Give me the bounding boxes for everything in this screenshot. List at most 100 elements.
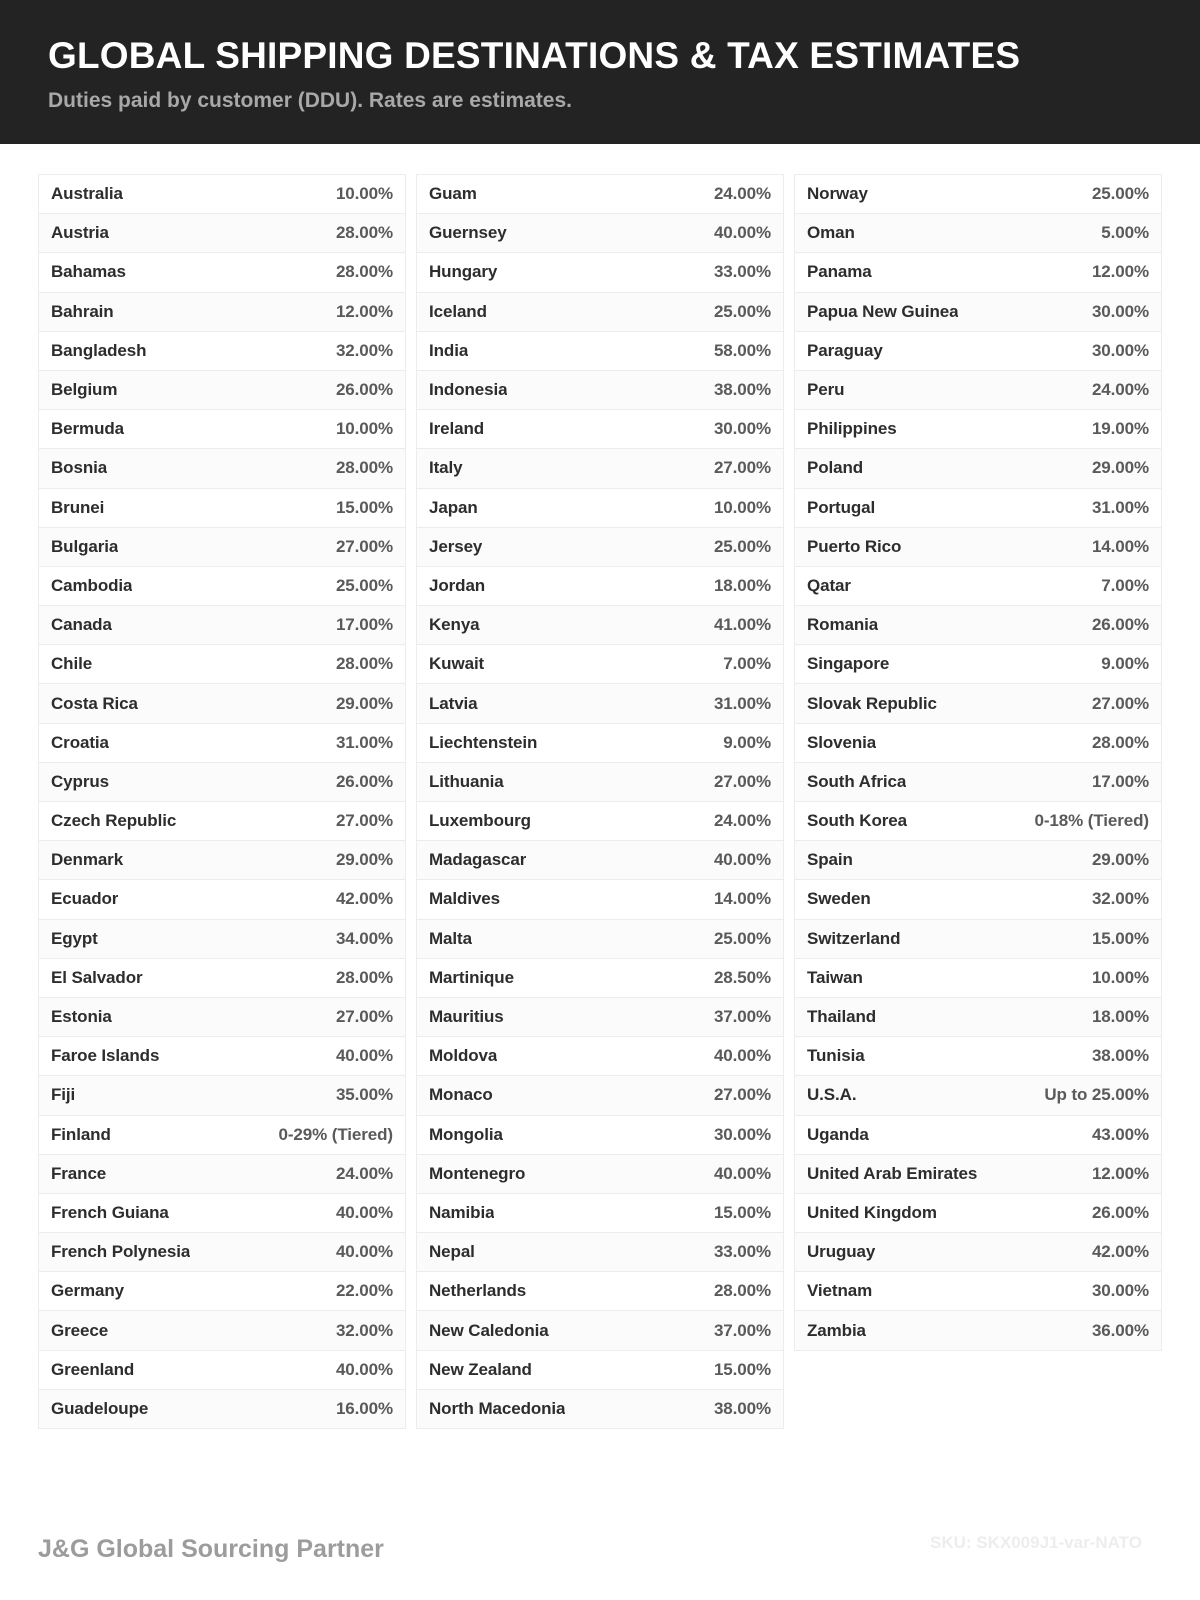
country-name: Greenland xyxy=(51,1359,135,1379)
table-row: South Africa 17.00% xyxy=(795,762,1161,802)
country-name: Bulgaria xyxy=(51,536,119,556)
table-row: India 58.00% xyxy=(417,332,783,371)
country-name: Finland xyxy=(51,1124,111,1144)
country-name: Singapore xyxy=(807,654,890,674)
country-name: Denmark xyxy=(51,850,124,870)
country-name: Bahamas xyxy=(51,262,126,282)
country-name: Nepal xyxy=(429,1242,475,1262)
country-name: U.S.A. xyxy=(807,1085,857,1105)
tax-rate-value: 37.00% xyxy=(713,1007,771,1027)
tax-rate-value: 40.00% xyxy=(713,223,771,243)
country-name: Namibia xyxy=(429,1202,495,1222)
country-name: Peru xyxy=(807,380,845,400)
tax-rate-value: 24.00% xyxy=(713,811,771,831)
tax-rate-value: 28.00% xyxy=(335,654,393,674)
table-row: France 24.00% xyxy=(39,1154,405,1194)
tax-rate-value: 28.00% xyxy=(335,458,393,478)
tax-rate-value: 12.00% xyxy=(335,301,393,321)
tax-rate-value: 27.00% xyxy=(335,811,393,831)
tax-rate-value: 10.00% xyxy=(1091,967,1149,987)
tax-rate-value: Up to 25.00% xyxy=(1044,1085,1149,1105)
tax-rate-value: 28.00% xyxy=(713,1281,771,1301)
table-row: Croatia 31.00% xyxy=(39,724,405,763)
tax-rate-value: 22.00% xyxy=(335,1281,393,1301)
country-name: Uruguay xyxy=(807,1242,876,1262)
table-row: Martinique 28.50% xyxy=(417,959,783,998)
country-name: Costa Rica xyxy=(51,693,138,713)
country-name: Canada xyxy=(51,615,112,635)
country-name: Montenegro xyxy=(429,1163,526,1183)
country-name: Guernsey xyxy=(429,223,507,243)
table-row: Costa Rica 29.00% xyxy=(39,684,405,724)
rates-column-3: Norway 25.00% Oman 5.00% Panama 12.00% Papua N… xyxy=(794,174,1162,1351)
table-row: U.S.A. Up to 25.00% xyxy=(795,1076,1161,1116)
country-name: Tunisia xyxy=(807,1046,865,1066)
country-name: Moldova xyxy=(429,1046,498,1066)
tax-rate-value: 40.00% xyxy=(713,1163,771,1183)
country-name: Spain xyxy=(807,850,853,870)
table-row: Bosnia 28.00% xyxy=(39,449,405,489)
table-row: Paraguay 30.00% xyxy=(795,332,1161,371)
tax-rate-value: 9.00% xyxy=(723,732,771,752)
table-row: Egypt 34.00% xyxy=(39,919,405,959)
table-row: Oman 5.00% xyxy=(795,214,1161,254)
table-row: Monaco 27.00% xyxy=(417,1076,783,1116)
table-row: Portugal 31.00% xyxy=(795,489,1161,528)
country-name: Australia xyxy=(51,184,123,204)
tax-rate-value: 31.00% xyxy=(713,693,771,713)
table-row: Australia 10.00% xyxy=(39,175,405,215)
tax-rate-value: 17.00% xyxy=(335,615,393,635)
tax-rate-value: 40.00% xyxy=(713,1046,771,1066)
country-name: Slovak Republic xyxy=(807,693,937,713)
table-row: United Arab Emirates 12.00% xyxy=(795,1154,1161,1194)
country-name: Bangladesh xyxy=(51,340,147,360)
country-name: French Guiana xyxy=(51,1202,169,1222)
country-name: Lithuania xyxy=(429,771,504,791)
country-name: Madagascar xyxy=(429,850,527,870)
country-name: Fiji xyxy=(51,1085,76,1105)
country-name: Germany xyxy=(51,1281,125,1301)
tax-rate-value: 5.00% xyxy=(1101,223,1149,243)
country-name: Poland xyxy=(807,458,864,478)
page-footer: J&G Global Sourcing Partner SKU: SKX009J… xyxy=(0,1470,1200,1600)
tax-rate-value: 26.00% xyxy=(1091,615,1149,635)
table-row: Tunisia 38.00% xyxy=(795,1037,1161,1077)
tax-rate-value: 26.00% xyxy=(335,380,393,400)
rates-column-2: Guam 24.00% Guernsey 40.00% Hungary 33.00% Ice… xyxy=(416,174,784,1429)
country-name: Kenya xyxy=(429,615,480,635)
table-row: Kuwait 7.00% xyxy=(417,645,783,685)
country-name: Zambia xyxy=(807,1320,866,1340)
country-name: Norway xyxy=(807,184,868,204)
tax-rate-value: 41.00% xyxy=(713,615,771,635)
tax-rate-value: 18.00% xyxy=(713,575,771,595)
tax-rate-value: 30.00% xyxy=(1091,301,1149,321)
table-row: Thailand 18.00% xyxy=(795,997,1161,1038)
country-name: El Salvador xyxy=(51,967,143,987)
table-row: Jersey 25.00% xyxy=(417,527,783,567)
footer-brand: J&G Global Sourcing Partner xyxy=(38,1535,384,1563)
tax-rate-value: 7.00% xyxy=(723,654,771,674)
tax-rate-value: 58.00% xyxy=(713,340,771,360)
country-name: Martinique xyxy=(429,967,514,987)
table-row: Liechtenstein 9.00% xyxy=(417,724,783,763)
country-name: Jersey xyxy=(429,536,483,556)
country-name: Malta xyxy=(429,928,472,948)
tax-rate-value: 12.00% xyxy=(1091,262,1149,282)
country-name: Puerto Rico xyxy=(807,536,902,556)
country-name: Qatar xyxy=(807,575,851,595)
tax-rate-value: 0-18% (Tiered) xyxy=(1034,811,1150,831)
tax-rate-value: 32.00% xyxy=(335,340,393,360)
tax-rate-value: 32.00% xyxy=(1091,889,1149,909)
table-row: Bangladesh 32.00% xyxy=(39,332,405,371)
tax-rate-value: 31.00% xyxy=(335,732,393,752)
country-name: Iceland xyxy=(429,301,487,321)
table-row: Romania 26.00% xyxy=(795,606,1161,646)
tax-rate-value: 10.00% xyxy=(713,497,771,517)
country-name: Kuwait xyxy=(429,654,485,674)
table-row: Iceland 25.00% xyxy=(417,292,783,332)
tax-rate-value: 32.00% xyxy=(335,1320,393,1340)
country-name: United Kingdom xyxy=(807,1202,937,1222)
table-row: Kenya 41.00% xyxy=(417,606,783,646)
tax-rate-value: 38.00% xyxy=(713,380,771,400)
table-row: Lithuania 27.00% xyxy=(417,762,783,802)
